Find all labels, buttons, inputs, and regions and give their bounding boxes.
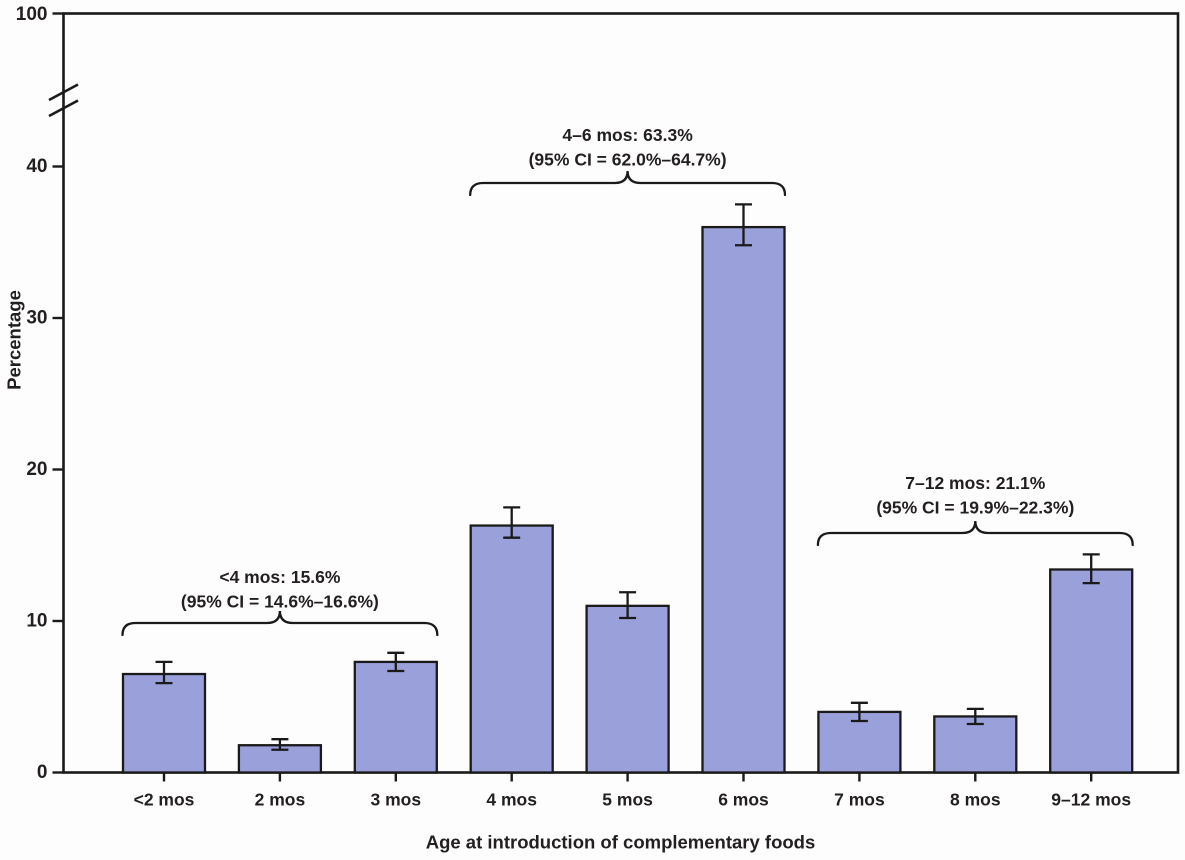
x-tick-label-2: 3 mos — [371, 790, 422, 810]
annotation-1-line2: (95% CI = 62.0%–64.7%) — [529, 150, 727, 170]
y-tick-label-100: 100 — [16, 4, 48, 25]
annotation-0-line1: <4 mos: 15.6% — [219, 567, 341, 587]
y-tick-label-10: 10 — [26, 611, 47, 632]
x-tick-label-0: <2 mos — [134, 790, 195, 810]
x-tick-label-8: 9–12 mos — [1051, 790, 1131, 810]
y-tick-label-0: 0 — [37, 762, 48, 783]
group-brace-0 — [121, 610, 439, 637]
axis-break-slash-1 — [48, 83, 79, 102]
annotation-2-line2: (95% CI = 19.9%–22.3%) — [876, 498, 1074, 518]
bar-6-mos — [701, 225, 786, 774]
y-tick-label-40: 40 — [26, 156, 47, 177]
bar-5-mos — [585, 604, 670, 774]
y-axis-title: Percentage — [4, 290, 25, 390]
x-tick-label-1: 2 mos — [255, 790, 306, 810]
bar-3-mos — [353, 660, 438, 774]
y-tick-label-20: 20 — [26, 459, 47, 480]
bar-4-mos — [469, 524, 554, 774]
y-tick-label-30: 30 — [26, 308, 47, 329]
annotation-0-line2: (95% CI = 14.6%–16.6%) — [181, 592, 379, 612]
axis-break-slash-2 — [48, 99, 79, 118]
bar-9-12-mos — [1049, 568, 1134, 774]
x-axis-title: Age at introduction of complementary foo… — [426, 832, 816, 853]
x-tick-label-5: 6 mos — [718, 790, 769, 810]
x-tick-label-7: 8 mos — [950, 790, 1001, 810]
group-brace-2 — [816, 520, 1134, 547]
bar--2-mos — [121, 672, 207, 774]
annotation-2-line1: 7–12 mos: 21.1% — [905, 473, 1046, 493]
x-tick-label-6: 7 mos — [834, 790, 885, 810]
group-brace-1 — [469, 170, 787, 197]
annotation-1-line1: 4–6 mos: 63.3% — [562, 125, 693, 145]
x-tick-label-3: 4 mos — [486, 790, 537, 810]
x-tick-label-4: 5 mos — [602, 790, 653, 810]
